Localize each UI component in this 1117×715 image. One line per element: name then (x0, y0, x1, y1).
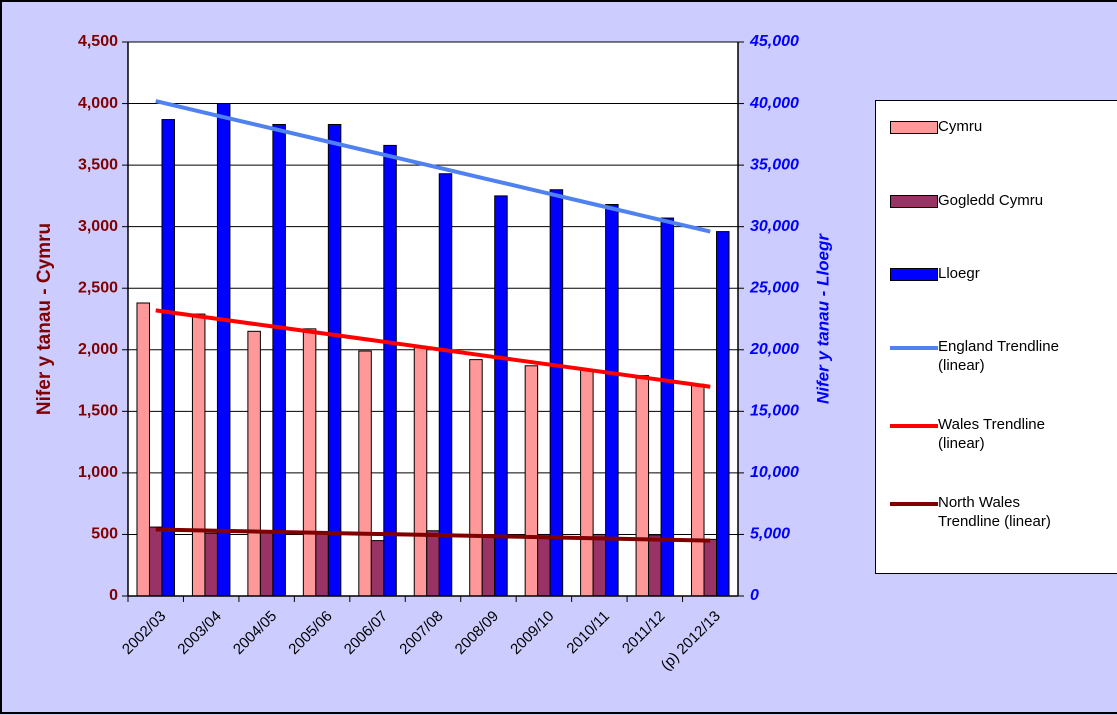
bar (247, 330, 261, 597)
y-tick-label: 500 (91, 526, 118, 543)
bar (413, 346, 428, 597)
y2-tick-label: 30,000 (750, 218, 799, 235)
bar (216, 103, 231, 597)
y2-axis-title: Nifer y tanau - Lloegr (813, 233, 832, 404)
y2-tick-label: 10,000 (750, 464, 799, 481)
bar (481, 535, 496, 597)
bar (426, 530, 440, 597)
bar (191, 313, 206, 597)
legend-swatch (890, 193, 938, 209)
bar (716, 231, 730, 597)
y2-tick-label: 45,000 (749, 33, 799, 50)
legend: Cymru Gogledd Cymru Lloegr England Trendlin… (875, 100, 1117, 574)
y-tick-label: 3,000 (78, 218, 118, 235)
legend-swatch (890, 417, 938, 433)
bar (161, 119, 175, 597)
bar (315, 532, 329, 597)
trend-line (155, 308, 711, 389)
legend-item: Cymru (890, 118, 1063, 136)
y-tick-label: 1,000 (78, 464, 118, 481)
y-tick-label: 3,500 (78, 156, 118, 173)
plot-border (127, 41, 739, 597)
legend-label: Lloegr (938, 265, 980, 282)
y-tick-label: 4,500 (78, 33, 118, 50)
bar (648, 535, 662, 597)
legend-swatch (890, 339, 938, 355)
y2-tick-label: 5,000 (750, 526, 790, 543)
bar (592, 533, 607, 597)
y-tick-label: 1,500 (78, 403, 118, 420)
bar (358, 350, 372, 597)
legend-item: Wales Trendline (linear) (890, 416, 1063, 453)
bar (549, 189, 564, 597)
y2-tick-label: 35,000 (750, 156, 799, 173)
y-tick-label: 2,500 (78, 279, 118, 296)
bar (524, 365, 539, 597)
y2-tick-label: 20,000 (749, 341, 799, 358)
legend-swatch (890, 266, 938, 282)
legend-label: North Wales Trendline (linear) (938, 494, 1051, 530)
bar (469, 359, 483, 597)
y-tick-label: 4,000 (78, 95, 118, 112)
trend-line (155, 527, 711, 543)
legend-swatch (890, 119, 938, 135)
y2-tick-label: 25,000 (749, 279, 799, 296)
y2-tick-label: 0 (750, 587, 759, 604)
legend-label: Cymru (938, 118, 983, 135)
y2-tick-label: 15,000 (750, 403, 799, 420)
bar (383, 144, 397, 597)
bar (580, 368, 594, 597)
legend-label: England Trendline (linear) (938, 338, 1059, 374)
bar (537, 533, 551, 597)
bar (438, 173, 453, 597)
y-axis-title: Nifer y tanau - Cymru (34, 223, 55, 415)
bar (259, 530, 274, 597)
legend-item: Lloegr (890, 265, 1063, 283)
bar (204, 532, 218, 597)
legend-item: North Wales Trendline (linear) (890, 494, 1063, 531)
bar (136, 302, 150, 597)
bar (370, 540, 385, 597)
trend-line (155, 99, 711, 234)
bar (635, 375, 650, 597)
legend-swatch (890, 495, 938, 511)
legend-item: Gogledd Cymru (890, 192, 1063, 210)
y-tick-label: 2,000 (78, 341, 118, 358)
legend-item: England Trendline (linear) (890, 338, 1063, 375)
bar (302, 328, 317, 597)
legend-label: Gogledd Cymru (938, 192, 1044, 209)
y2-tick-label: 40,000 (749, 95, 799, 112)
bar (148, 526, 163, 597)
bar (691, 383, 705, 597)
bar (272, 123, 286, 597)
bar (703, 538, 718, 597)
y-tick-label: 0 (109, 587, 118, 604)
legend-label: Wales Trendline (linear) (938, 416, 1045, 452)
bar (327, 123, 342, 597)
